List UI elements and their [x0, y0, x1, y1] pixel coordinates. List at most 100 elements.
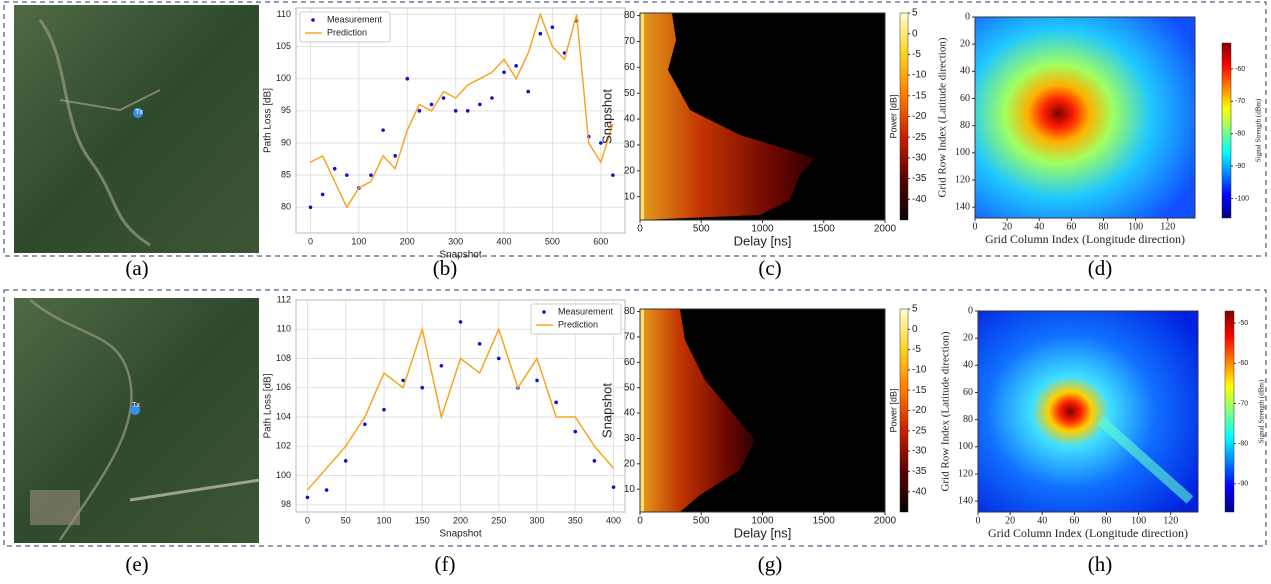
measurement-point — [502, 70, 506, 75]
y-tick-label: 0 — [968, 305, 973, 316]
x-tick-label: 0 — [637, 516, 643, 527]
x-axis-label: Snapshot — [439, 529, 481, 540]
x-tick-label: 300 — [448, 236, 463, 246]
y-tick-label: 60 — [960, 93, 970, 104]
y-tick-label: 120 — [955, 174, 970, 185]
x-tick-label: 100 — [1131, 515, 1146, 526]
colorbar-tick-label: -25 — [912, 132, 927, 143]
colorbar — [1221, 42, 1232, 219]
prediction-line — [310, 12, 614, 209]
x-tick-label: 1000 — [751, 224, 774, 235]
legend-swatch — [542, 310, 546, 314]
plot-frame — [295, 7, 626, 234]
measurement-point — [465, 109, 470, 113]
colorbar-tick-label: -5 — [912, 49, 921, 60]
y-tick-label: 98 — [281, 499, 291, 509]
satellite-image: Tx — [14, 298, 261, 543]
caption: (g) — [758, 552, 783, 576]
measurement-point — [496, 356, 501, 361]
y-tick-label: 40 — [960, 66, 970, 77]
colorbar-tick-label: -90 — [1235, 163, 1245, 170]
x-axis-label: Snapshot — [439, 250, 481, 261]
colorbar-tick-label: 0 — [912, 324, 918, 335]
y-axis-label: Snapshot — [599, 89, 614, 144]
colorbar-tick-label: -5 — [912, 344, 921, 355]
x-tick-label: 120 — [1163, 515, 1178, 526]
y-axis-label: Grid Row Index (Latitude direction) — [940, 331, 952, 491]
y-tick-label: 120 — [958, 468, 973, 479]
colorbar-tick-label: -90 — [1238, 481, 1248, 488]
y-tick-label: 70 — [624, 36, 636, 47]
y-tick-label: 80 — [960, 120, 970, 131]
x-tick-label: 500 — [693, 224, 710, 235]
heatmap-image — [975, 17, 1195, 218]
colorbar-tick-label: 0 — [912, 28, 918, 39]
x-tick-label: 120 — [1160, 221, 1175, 232]
measurement-point — [308, 205, 313, 210]
measurement-point — [592, 459, 597, 463]
x-tick-label: 1000 — [751, 516, 774, 527]
x-tick-label: 50 — [341, 515, 351, 525]
measurement-point — [401, 378, 405, 383]
y-axis-label: Path Loss [dB] — [263, 88, 274, 153]
y-tick-label: 70 — [624, 332, 636, 343]
measurement-point — [343, 459, 348, 463]
x-tick-label: 400 — [497, 236, 512, 246]
y-tick-label: 105 — [276, 41, 291, 51]
measurement-point — [490, 96, 494, 100]
y-tick-label: 20 — [963, 332, 973, 343]
measurement-point — [324, 488, 329, 492]
x-tick-label: 250 — [491, 515, 506, 525]
measurement-point — [393, 154, 397, 158]
x-tick-label: 2000 — [874, 224, 897, 235]
y-tick-label: 112 — [277, 294, 291, 304]
x-axis-label: Delay [ns] — [734, 525, 792, 540]
y-tick-label: 100 — [958, 441, 973, 452]
measurement-point — [477, 342, 482, 346]
x-tick-label: 2000 — [874, 516, 897, 527]
measurement-point — [478, 102, 482, 107]
measurement-point — [599, 141, 603, 145]
colorbar — [899, 308, 909, 513]
y-tick-label: 80 — [624, 306, 636, 317]
measurement-point — [453, 109, 458, 113]
colorbar-tick-label: -10 — [912, 365, 927, 376]
x-tick-label: 60 — [1069, 515, 1079, 526]
colorbar-tick-label: -60 — [1235, 66, 1245, 73]
plot-frame — [295, 299, 626, 513]
heatmap-image — [640, 309, 885, 512]
measurement-point — [514, 64, 518, 68]
x-tick-label: 0 — [305, 515, 310, 525]
plot-frame — [977, 310, 1199, 513]
measurement-point — [526, 89, 531, 94]
measurement-point — [320, 192, 325, 197]
colorbar-tick-label: -35 — [912, 173, 927, 184]
row-frame — [3, 1, 1267, 257]
x-tick-label: 400 — [606, 515, 621, 525]
x-tick-label: 300 — [529, 515, 544, 525]
y-tick-label: 100 — [955, 147, 970, 158]
colorbar-tick-label: -30 — [912, 446, 927, 457]
x-tick-label: 100 — [351, 236, 366, 246]
measurement-point — [429, 102, 434, 107]
colorbar-label: Signal Strength (dBm) — [1255, 98, 1263, 162]
y-tick-label: 30 — [624, 140, 636, 151]
y-tick-label: 10 — [624, 484, 636, 495]
heatmap-image — [978, 311, 1198, 512]
measurement-point — [611, 173, 615, 177]
y-tick-label: 20 — [624, 458, 636, 469]
y-tick-label: 40 — [963, 360, 973, 371]
caption: (a) — [125, 256, 148, 280]
y-axis-label: Path Loss [dB] — [263, 373, 274, 438]
measurement-point — [405, 76, 410, 81]
colorbar-tick-label: -20 — [912, 405, 927, 416]
colorbar-tick-label: -50 — [1238, 320, 1248, 327]
colorbar-tick-label: -10 — [912, 70, 927, 81]
colorbar-tick-label: -70 — [1238, 400, 1248, 407]
colorbar-label: Power [dB] — [888, 388, 898, 432]
measurement-point — [538, 31, 543, 36]
colorbar — [899, 12, 909, 221]
colorbar-tick-label: -100 — [1235, 195, 1249, 202]
colorbar-tick-label: -35 — [912, 466, 927, 477]
satellite-image: Tx — [14, 5, 259, 253]
